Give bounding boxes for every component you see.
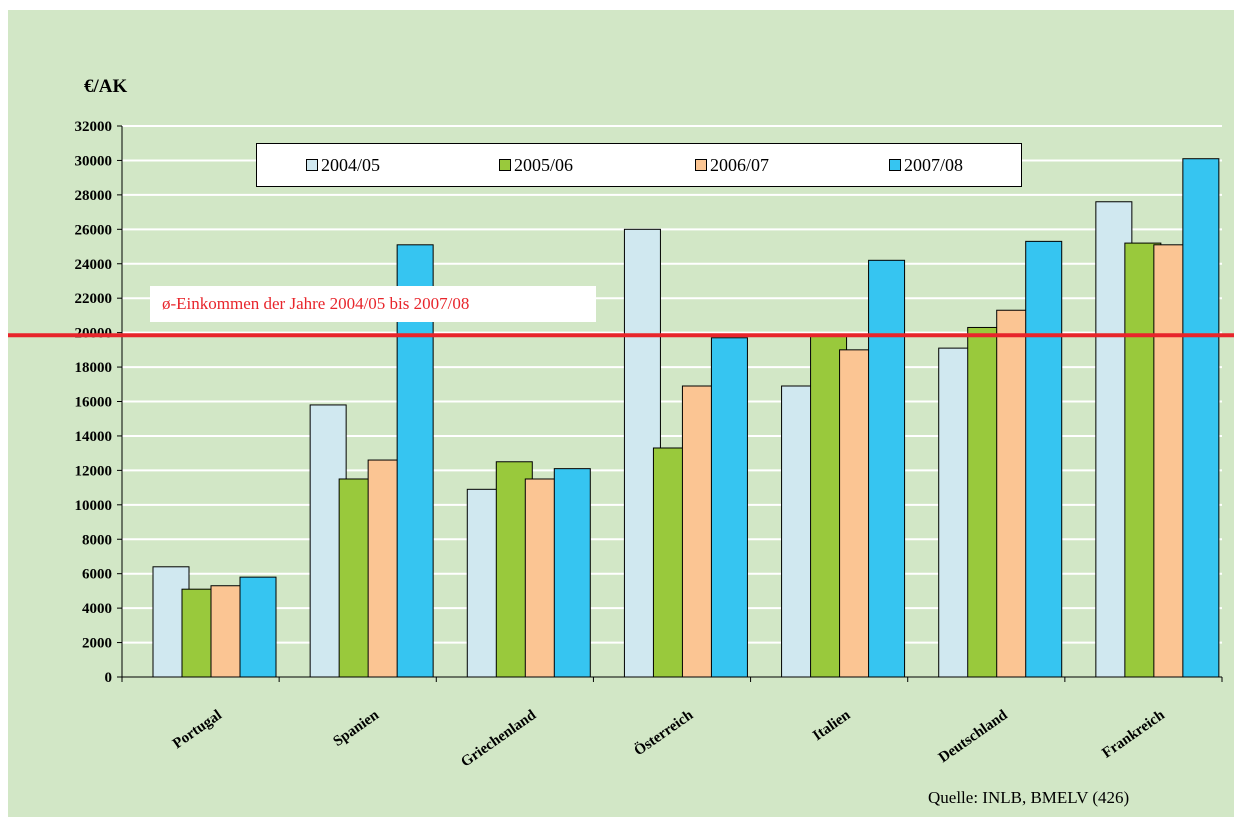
legend: 2004/05 2005/06 2006/07 2007/08 [256,143,1022,187]
legend-swatch [889,159,901,171]
y-tick-label: 4000 [82,601,112,617]
legend-swatch [695,159,707,171]
y-tick-label: 16000 [75,395,113,411]
y-axis-unit-label: €/AK [84,76,128,97]
bar [553,468,591,678]
x-tick-labels: Portugal Spanien Griechenland Österreich Ita… [170,706,1168,770]
y-tick-labels: 0 2000 4000 6000 8000 10000 12000 14000 16000 180… [75,119,113,686]
legend-label: 2004/05 [321,155,381,175]
y-tick-label: 32000 [75,119,113,135]
y-tick-label: 2000 [82,636,112,652]
y-tick-label: 0 [105,670,113,686]
bar [710,337,748,678]
x-tick-label: Frankreich [1099,707,1168,762]
y-tick-label: 12000 [75,463,113,479]
y-tick-label: 28000 [75,188,113,204]
average-label-box: ø-Einkommen der Jahre 2004/05 bis 2007/0… [150,286,596,322]
bar [868,259,906,678]
y-tick-label: 30000 [75,153,113,169]
x-tick-label: Portugal [170,707,225,752]
source-note: Quelle: INLB, BMELV (426) [928,788,1130,807]
y-tick-label: 26000 [75,222,113,238]
x-tick-label: Griechenland [458,707,539,771]
legend-swatch [499,159,511,171]
y-tick-label: 8000 [82,532,112,548]
y-tick-label: 22000 [75,291,113,307]
x-tick-label: Österreich [631,706,697,759]
bar [239,576,277,678]
bar [1182,158,1220,678]
legend-swatch [306,159,318,171]
y-tick-label: 18000 [75,360,113,376]
y-tick-label: 10000 [75,498,113,514]
bar [1025,240,1063,678]
x-tick-label: Italien [810,707,854,744]
legend-label: 2005/06 [514,155,574,175]
average-label: ø-Einkommen der Jahre 2004/05 bis 2007/0… [162,294,470,313]
legend-label: 2006/07 [710,155,770,175]
x-tick-label: Deutschland [936,707,1011,766]
bars [152,158,1220,678]
legend-label: 2007/08 [904,155,964,175]
y-tick-label: 14000 [75,429,113,445]
x-tick-label: Spanien [330,707,382,750]
y-tick-label: 24000 [75,257,113,273]
y-tick-label: 6000 [82,567,112,583]
